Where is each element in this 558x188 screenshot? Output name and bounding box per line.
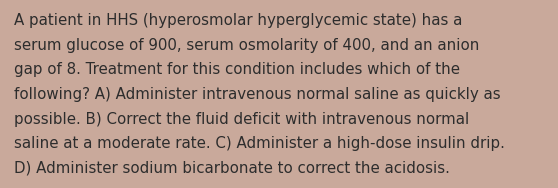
- Text: possible. B) Correct the fluid deficit with intravenous normal: possible. B) Correct the fluid deficit w…: [14, 112, 469, 127]
- Text: A patient in HHS (hyperosmolar hyperglycemic state) has a: A patient in HHS (hyperosmolar hyperglyc…: [14, 13, 463, 28]
- Text: D) Administer sodium bicarbonate to correct the acidosis.: D) Administer sodium bicarbonate to corr…: [14, 161, 450, 176]
- Text: following? A) Administer intravenous normal saline as quickly as: following? A) Administer intravenous nor…: [14, 87, 501, 102]
- Text: saline at a moderate rate. C) Administer a high-dose insulin drip.: saline at a moderate rate. C) Administer…: [14, 136, 505, 151]
- Text: gap of 8. Treatment for this condition includes which of the: gap of 8. Treatment for this condition i…: [14, 62, 460, 77]
- Text: serum glucose of 900, serum osmolarity of 400, and an anion: serum glucose of 900, serum osmolarity o…: [14, 38, 479, 53]
